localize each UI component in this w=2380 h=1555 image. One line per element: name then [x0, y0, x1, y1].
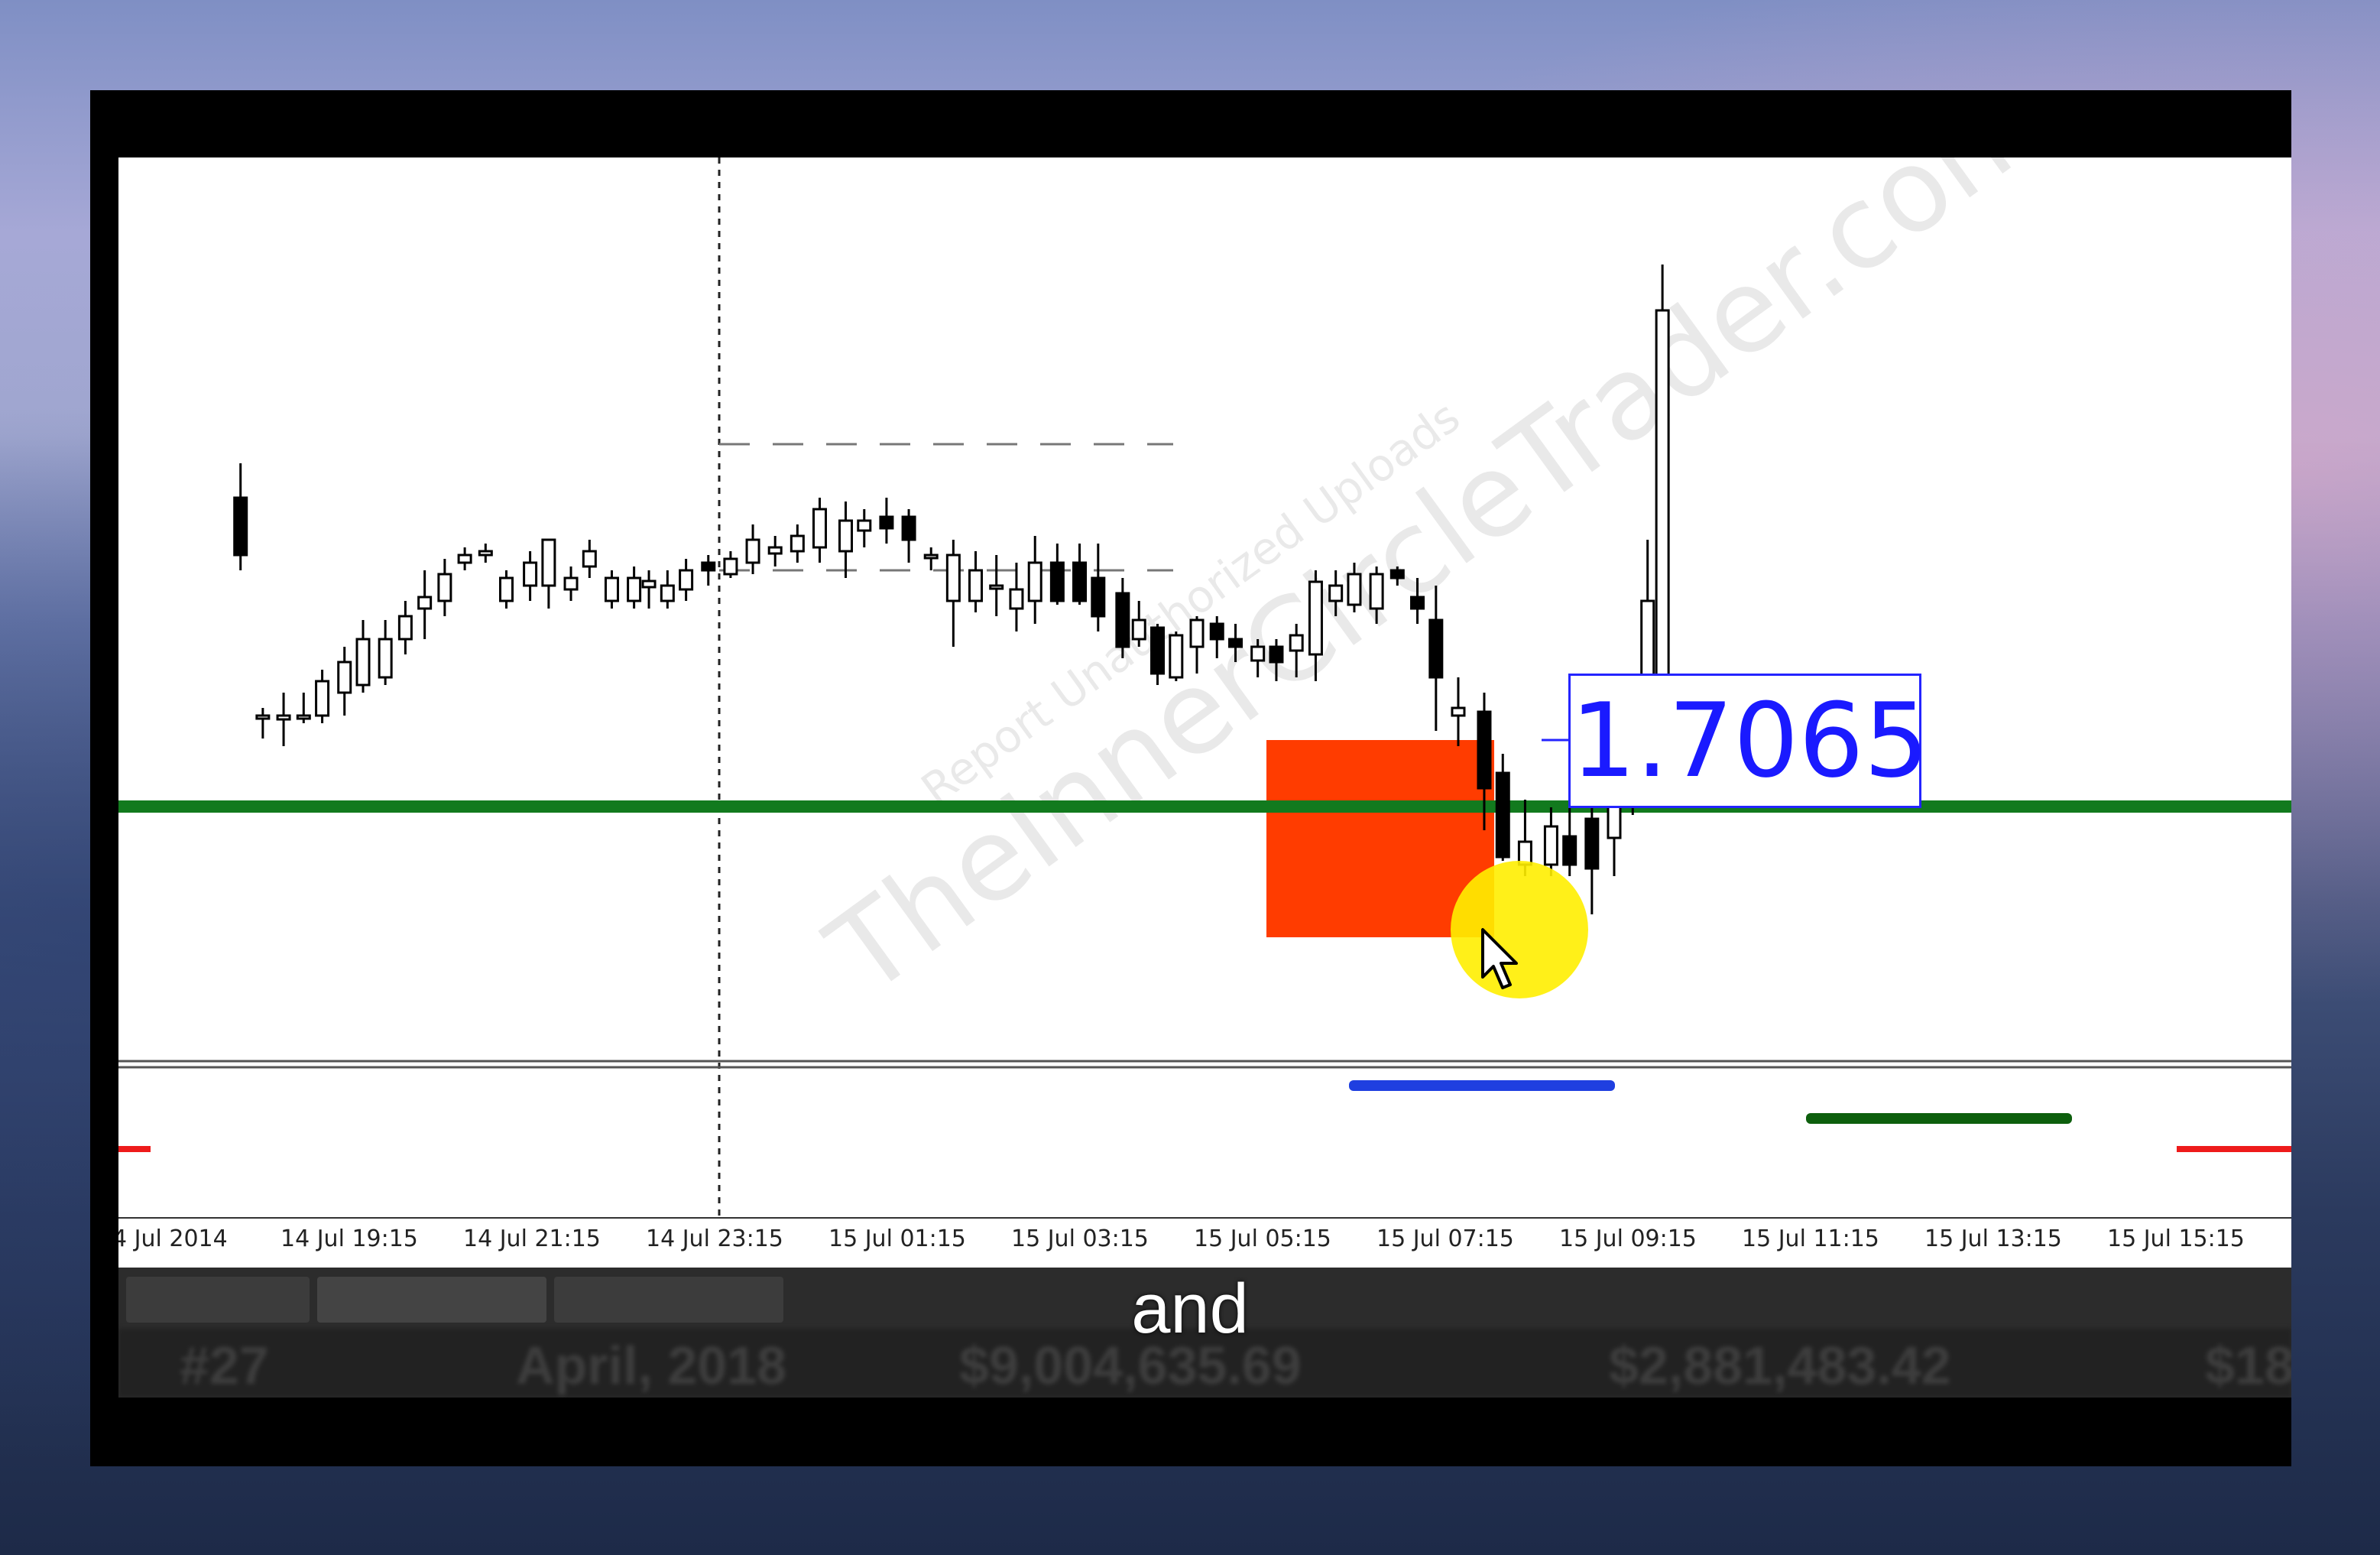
candle-body [1169, 634, 1184, 679]
candle-body [812, 508, 827, 549]
candle-body [437, 573, 452, 602]
candle-body [745, 538, 760, 564]
candle-body [541, 538, 556, 587]
time-axis-label: 15 Jul 03:15 [1011, 1225, 1149, 1252]
indicator-red-segment-right [2177, 1146, 2291, 1152]
candle-body [1115, 592, 1130, 648]
time-axis-label: 15 Jul 07:15 [1376, 1225, 1514, 1252]
candle-body [968, 569, 983, 602]
candle-body [233, 496, 248, 557]
candle-body [1347, 573, 1362, 606]
price-chart[interactable]: TheInnerCircleTrader.com Report Unauthor… [118, 157, 2291, 1268]
candle-body [879, 515, 894, 530]
support-level-line[interactable] [118, 800, 2291, 813]
candle-body [989, 584, 1004, 590]
candle-body [255, 714, 271, 720]
candle-body [523, 561, 538, 587]
candle-body [582, 550, 597, 568]
candle-body [901, 515, 916, 541]
candle-body [1410, 596, 1425, 610]
time-axis-label: 15 Jul 15:15 [2107, 1225, 2245, 1252]
candle-body [457, 554, 472, 564]
candle-body [378, 638, 393, 679]
candle-body [1543, 825, 1558, 866]
tab-3[interactable] [554, 1277, 783, 1323]
candle-body [478, 550, 493, 557]
candle-body [1228, 638, 1244, 648]
candle-body [701, 561, 716, 572]
candle-body [1562, 835, 1577, 866]
tab-1[interactable] [126, 1277, 310, 1323]
candle-body [1584, 817, 1600, 870]
time-axis-label: 14 Jul 21:15 [463, 1225, 601, 1252]
candle-body [767, 546, 783, 555]
candle-body [838, 519, 853, 553]
table-cell-rank: #27 [180, 1336, 269, 1395]
candle-body [627, 576, 642, 602]
candle-body [355, 638, 371, 687]
candle-body [723, 557, 738, 576]
candle-body [1495, 771, 1510, 859]
tab-2[interactable] [317, 1277, 546, 1323]
time-axis-label: 14 Jul 23:15 [646, 1225, 783, 1252]
indicator-red-segment-left [118, 1146, 151, 1152]
candle-body [790, 534, 805, 553]
candle-body [499, 576, 514, 602]
candle-body [1289, 634, 1304, 652]
candle-body [1189, 618, 1205, 648]
video-subtitle: and [1131, 1270, 1249, 1348]
terminal-panel: #27 April, 2018 $9,004,635.69 $2,881,483… [118, 1268, 2291, 1398]
time-axis-label: 15 Jul 11:15 [1742, 1225, 1879, 1252]
candle-body [1091, 576, 1106, 618]
candle-body [1250, 645, 1266, 662]
candle-body [315, 680, 330, 717]
table-cell-amount-2: $2,881,483.42 [1609, 1336, 1951, 1395]
candle-body [296, 714, 311, 720]
candle-body [1308, 580, 1323, 656]
time-axis-label: 15 Jul 13:15 [1924, 1225, 2062, 1252]
indicator-blue-segment [1349, 1080, 1615, 1091]
candle-body [1269, 645, 1284, 664]
time-axis-label: 15 Jul 09:15 [1559, 1225, 1697, 1252]
table-cell-date: April, 2018 [516, 1336, 787, 1395]
tab-strip [118, 1268, 883, 1329]
candle-body [1009, 588, 1024, 610]
candle-body [1049, 561, 1065, 602]
candle-body [641, 579, 657, 589]
candle-body [1451, 706, 1466, 717]
candle-body [397, 615, 413, 641]
candle-body [1150, 626, 1166, 675]
candle-body [1389, 569, 1405, 579]
candle-body [604, 576, 619, 602]
candle-body [1477, 710, 1492, 790]
candle-body [276, 714, 291, 721]
candle-body [857, 519, 872, 532]
time-axis-label: 15 Jul 05:15 [1194, 1225, 1331, 1252]
candle-body [1328, 584, 1344, 602]
candle-body [1209, 622, 1224, 641]
candle-body [660, 584, 675, 602]
candle-body [679, 569, 694, 591]
time-axis-label: 4 Jul 2014 [118, 1225, 228, 1252]
table-cell-amount-1: $9,004,635.69 [959, 1336, 1302, 1395]
candle-body [1131, 618, 1146, 641]
candle-body [1369, 573, 1384, 610]
candle-body [945, 554, 961, 602]
candle-body [923, 554, 939, 560]
candle-body [1027, 561, 1042, 602]
candlestick-chart: TheInnerCircleTrader.com Report Unauthor… [118, 157, 2291, 1219]
candle-body [1072, 561, 1088, 602]
time-axis: 4 Jul 2014 14 Jul 19:15 14 Jul 21:15 14 Jul… [118, 1218, 2291, 1264]
indicator-green-segment [1806, 1113, 2072, 1124]
time-axis-label: 14 Jul 19:15 [280, 1225, 418, 1252]
mouse-cursor-icon [1481, 928, 1518, 989]
time-axis-label: 15 Jul 01:15 [828, 1225, 966, 1252]
table-row: #27 April, 2018 $9,004,635.69 $2,881,483… [118, 1329, 2291, 1398]
table-cell-amount-3: $18 [2205, 1336, 2291, 1395]
candle-body [1428, 618, 1444, 679]
candle-body [417, 596, 433, 610]
candle-body [563, 576, 579, 591]
candle-body [337, 661, 352, 694]
price-label: 1.7065 [1568, 674, 1929, 808]
